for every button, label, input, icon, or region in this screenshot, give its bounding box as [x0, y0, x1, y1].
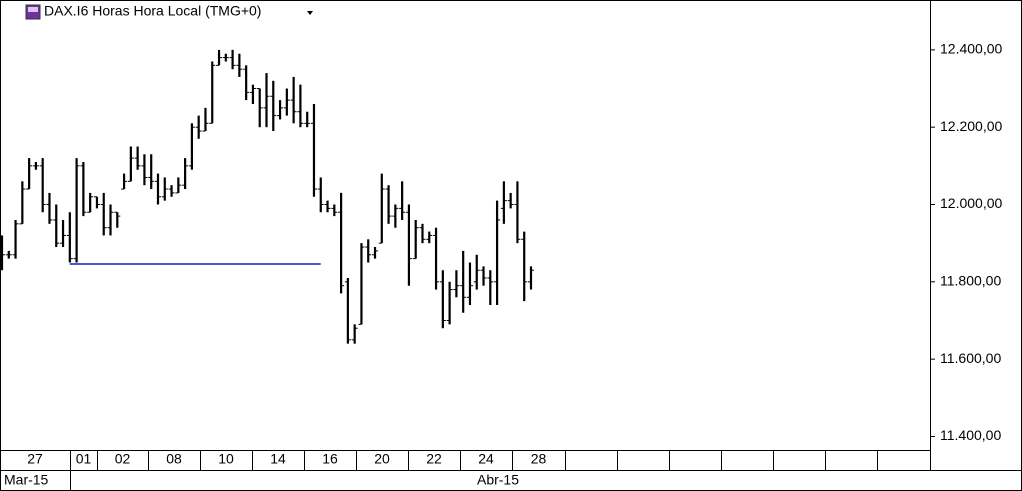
y-tick-label: 12.400,00	[940, 41, 1002, 57]
y-tick-label: 12.000,00	[940, 195, 1002, 211]
date-label: 16	[322, 451, 338, 467]
y-tick-label: 12.200,00	[940, 118, 1002, 134]
date-label: 01	[76, 451, 92, 467]
month-label: Abr-15	[477, 472, 519, 488]
y-tick-label: 11.800,00	[940, 273, 1001, 289]
symbol-icon	[25, 4, 41, 20]
date-label: 20	[374, 451, 390, 467]
dropdown-arrow[interactable]	[307, 11, 313, 15]
y-tick-label: 11.600,00	[940, 350, 1001, 366]
date-label: 14	[270, 451, 286, 467]
date-label: 24	[478, 451, 494, 467]
date-label: 02	[115, 451, 131, 467]
date-label: 08	[166, 451, 182, 467]
date-label: 10	[218, 451, 234, 467]
chart-title[interactable]: DAX.I6 Horas Hora Local (TMG+0)	[44, 3, 261, 19]
y-tick-label: 11.400,00	[940, 427, 1001, 443]
date-label: 28	[531, 451, 547, 467]
date-label: 22	[426, 451, 442, 467]
month-label: Mar-15	[4, 472, 49, 488]
date-label: 27	[27, 451, 43, 467]
